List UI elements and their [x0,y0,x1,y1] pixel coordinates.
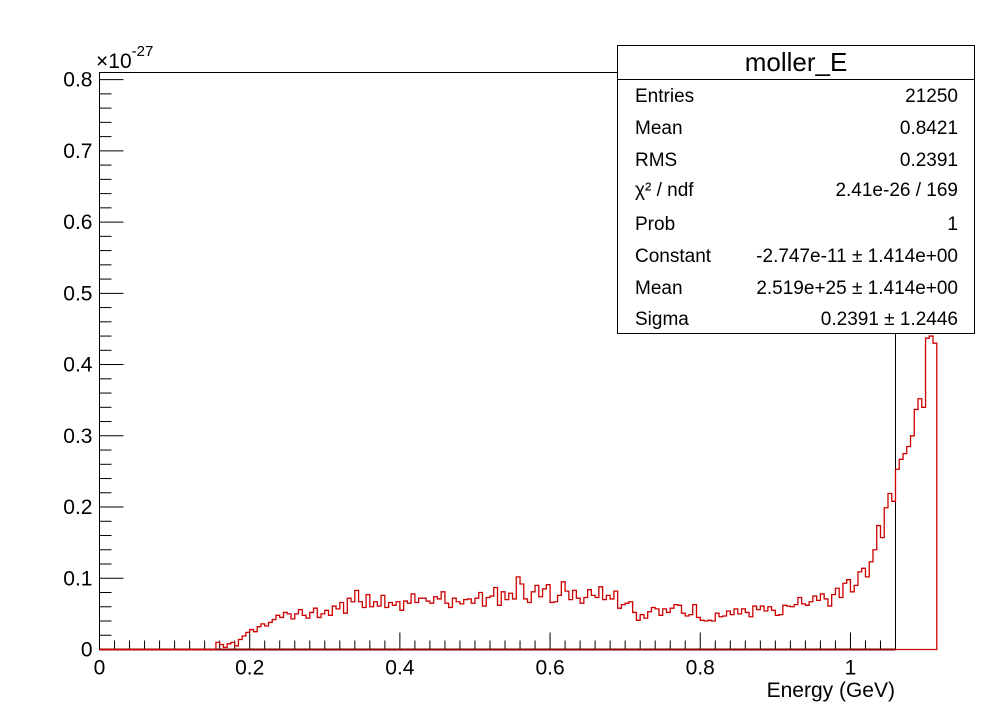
histogram-series [99,335,938,651]
stats-value: 2.519e+25 ± 1.414e+00 [756,278,958,299]
stats-key: χ² / ndf [635,180,694,201]
stats-row-fit-mean: Mean 2.519e+25 ± 1.414e+00 [618,274,974,306]
y-tick-labels: 0 0.1 0.2 0.3 0.4 0.5 0.6 0.7 0.8 [63,69,93,662]
y-tick-label: 0.5 [63,282,92,305]
y-tick-label: 0 [81,639,93,662]
y-tick-label: 0.8 [63,69,92,92]
stats-value: 0.2391 ± 1.2446 [820,309,958,330]
stats-key: Entries [635,86,695,107]
y-tick-label: 0.1 [63,567,92,590]
x-tick-label: 0 [94,657,106,680]
stats-box: moller_E Entries 21250 Mean 0.8421 RMS 0.23… [617,45,975,334]
stats-value: -2.747e-11 ± 1.414e+00 [756,246,958,267]
stats-row-sigma: Sigma 0.2391 ± 1.2446 [618,305,974,337]
stats-row-mean: Mean 0.8421 [618,114,974,146]
x-tick-label: 1 [845,657,857,680]
stats-key: Constant [635,246,712,267]
x-tick-labels: 0 0.2 0.4 0.6 0.8 1 [94,657,857,680]
stats-row-rms: RMS 0.2391 [618,146,974,178]
y-scale-label: ×10-27 [96,43,153,73]
stats-value: 21250 [905,86,958,107]
stats-key: Mean [635,118,683,139]
stats-key: Sigma [635,309,689,330]
stats-value: 0.2391 [899,150,958,171]
y-tick-label: 0.6 [63,211,92,234]
stats-value: 0.8421 [899,118,958,139]
x-tick-label: 0.2 [235,657,264,680]
y-tick-label: 0.7 [63,140,92,163]
x-tick-label: 0.8 [686,657,715,680]
x-tick-label: 0.4 [385,657,415,680]
stats-row-constant: Constant -2.747e-11 ± 1.414e+00 [618,242,974,274]
stats-key: Prob [635,214,676,235]
stats-row-prob: Prob 1 [618,210,974,242]
y-tick-label: 0.4 [63,354,93,377]
stats-row-entries: Entries 21250 [618,82,974,114]
stats-value: 1 [947,214,958,235]
stats-value: 2.41e-26 / 169 [835,180,958,201]
stats-key: Mean [635,278,683,299]
stats-row-chi2: χ² / ndf 2.41e-26 / 169 [618,176,974,208]
y-tick-label: 0.3 [63,425,92,448]
stats-title: moller_E [618,46,974,80]
y-tick-label: 0.2 [63,496,92,519]
x-tick-label: 0.6 [535,657,564,680]
x-axis-title: Energy (GeV) [767,679,895,702]
stats-key: RMS [635,150,678,171]
